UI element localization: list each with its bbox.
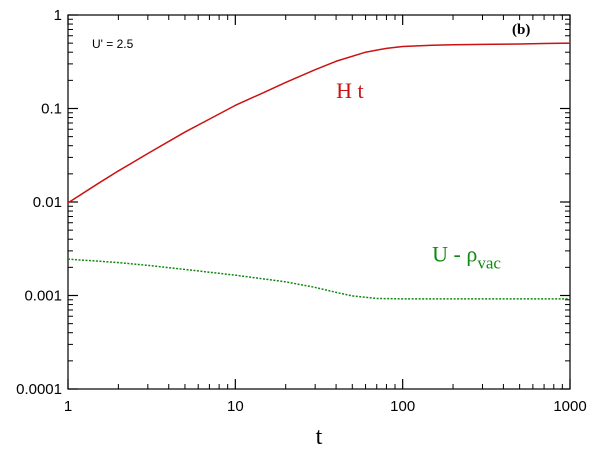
series-lines — [67, 42, 571, 300]
plot-frame — [67, 14, 571, 390]
panel-tag: (b) — [512, 22, 530, 38]
series-label-0: H t — [336, 78, 364, 103]
series-line-0 — [67, 42, 571, 204]
series-label-subscript: vac — [477, 254, 501, 273]
tick-labels: 1 10 100 1000 1 0.1 0.01 0.001 0.0001 — [16, 7, 587, 415]
x-tick-label: 1 — [64, 398, 72, 415]
x-tick-label: 100 — [390, 398, 415, 415]
y-tick-label: 1 — [54, 7, 62, 24]
series-label-1: U - ρvac — [432, 242, 501, 273]
y-tick-label: 0.001 — [24, 288, 62, 305]
series-label-main: U - ρ — [432, 242, 477, 267]
tick-marks — [67, 14, 571, 390]
y-tick-label: 0.01 — [33, 194, 62, 211]
x-axis-label: t — [316, 424, 323, 450]
x-tick-label: 1000 — [553, 398, 586, 415]
y-tick-label: 0.0001 — [16, 381, 62, 398]
series-line-1 — [67, 258, 570, 300]
series-label-main: H t — [336, 78, 364, 103]
x-tick-label: 10 — [227, 398, 244, 415]
y-tick-label: 0.1 — [41, 101, 62, 118]
parameter-label: U' = 2.5 — [92, 37, 134, 51]
series-labels: H t U - ρvac — [336, 78, 501, 273]
